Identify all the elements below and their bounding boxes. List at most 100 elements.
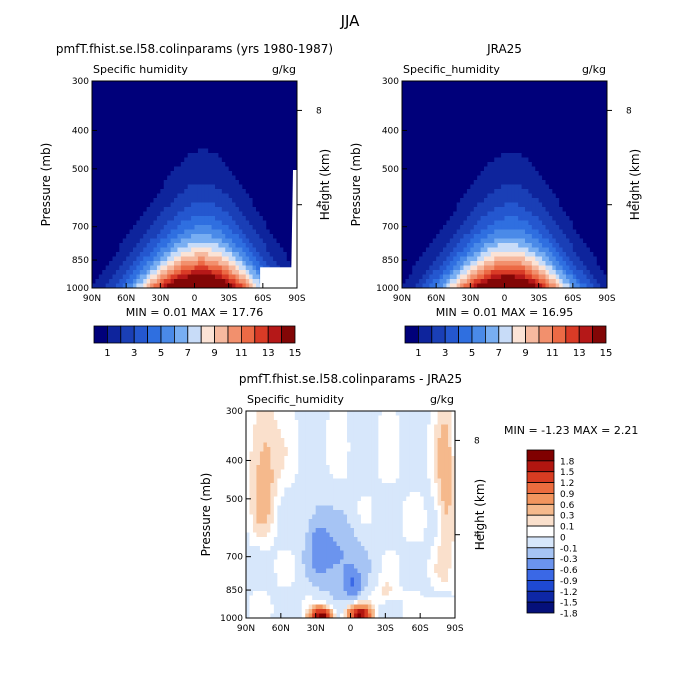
contour-cell xyxy=(576,139,581,145)
contour-cell xyxy=(249,153,254,159)
contour-cell xyxy=(552,81,557,87)
contour-cell xyxy=(269,85,274,91)
contour-cell xyxy=(160,261,165,267)
contour-cell xyxy=(412,108,417,114)
contour-cell xyxy=(143,207,148,213)
contour-cell xyxy=(286,94,291,100)
contour-cell xyxy=(293,103,297,109)
contour-cell xyxy=(583,94,588,100)
contour-cell xyxy=(514,117,519,123)
contour-cell xyxy=(197,202,202,208)
contour-cell xyxy=(201,162,206,168)
contour-cell xyxy=(129,252,134,258)
contour-cell xyxy=(194,220,199,226)
contour-cell xyxy=(593,148,598,154)
contour-cell xyxy=(204,202,209,208)
contour-cell xyxy=(576,207,581,213)
contour-cell xyxy=(249,189,254,195)
contour-cell xyxy=(484,162,489,168)
contour-cell xyxy=(511,144,516,150)
contour-cell xyxy=(266,243,271,249)
contour-cell xyxy=(129,207,134,213)
contour-cell xyxy=(184,175,189,181)
contour-cell xyxy=(497,225,502,231)
contour-cell xyxy=(194,162,199,168)
contour-cell xyxy=(225,252,230,258)
contour-cell xyxy=(163,157,168,163)
contour-cell xyxy=(259,238,264,244)
contour-cell xyxy=(470,184,475,190)
contour-cell xyxy=(405,135,410,141)
contour-cell xyxy=(422,130,427,136)
contour-cell xyxy=(204,229,209,235)
contour-cell xyxy=(249,225,254,231)
contour-cell xyxy=(429,234,434,240)
contour-cell xyxy=(504,148,509,154)
contour-cell xyxy=(487,117,492,123)
contour-cell xyxy=(439,157,444,163)
contour-cell xyxy=(262,144,267,150)
contour-cell xyxy=(566,94,571,100)
contour-cell xyxy=(583,202,588,208)
contour-cell xyxy=(521,225,526,231)
contour-cell xyxy=(538,81,543,87)
contour-cell xyxy=(211,148,216,154)
contour-cell xyxy=(126,207,131,213)
contour-cell xyxy=(269,225,274,231)
contour-cell xyxy=(215,202,220,208)
contour-cell xyxy=(266,229,271,235)
contour-cell xyxy=(95,265,100,271)
contour-cell xyxy=(429,135,434,141)
contour-cell xyxy=(201,283,206,288)
contour-cell xyxy=(160,153,165,159)
contour-cell xyxy=(521,189,526,195)
colorbar-label: 15 xyxy=(289,348,302,359)
contour-cell xyxy=(98,180,103,186)
contour-cell xyxy=(589,90,594,96)
contour-cell xyxy=(412,94,417,100)
contour-cell xyxy=(466,130,471,136)
contour-cell xyxy=(566,229,571,235)
contour-cell xyxy=(174,148,179,154)
contour-cell xyxy=(419,144,424,150)
contour-cell xyxy=(449,108,454,114)
contour-cell xyxy=(402,193,407,199)
contour-cell xyxy=(235,175,240,181)
contour-cell xyxy=(136,225,141,231)
contour-cell xyxy=(256,175,261,181)
contour-cell xyxy=(419,175,424,181)
contour-cell xyxy=(501,130,506,136)
contour-cell xyxy=(290,148,295,154)
contour-cell xyxy=(545,108,550,114)
contour-cell xyxy=(256,130,261,136)
contour-cell xyxy=(593,121,598,127)
contour-cell xyxy=(422,139,427,145)
contour-cell xyxy=(221,148,226,154)
contour-cell xyxy=(256,90,261,96)
contour-cell xyxy=(449,144,454,150)
contour-cell xyxy=(187,144,192,150)
contour-cell xyxy=(184,153,189,159)
contour-cell xyxy=(221,139,226,145)
contour-cell xyxy=(259,157,264,163)
contour-cell xyxy=(276,184,281,190)
contour-cell xyxy=(466,99,471,105)
contour-cell xyxy=(579,193,584,199)
contour-cell xyxy=(501,193,506,199)
contour-cell xyxy=(408,238,413,244)
contour-cell xyxy=(538,234,543,240)
contour-cell xyxy=(102,202,107,208)
contour-cell xyxy=(576,175,581,181)
contour-cell xyxy=(197,139,202,145)
contour-cell xyxy=(484,157,489,163)
contour-cell xyxy=(156,202,161,208)
contour-cell xyxy=(174,90,179,96)
contour-cell xyxy=(518,117,523,123)
contour-cell xyxy=(535,211,540,217)
contour-cell xyxy=(174,121,179,127)
contour-cell xyxy=(119,274,124,280)
contour-cell xyxy=(146,220,151,226)
contour-cell xyxy=(504,193,509,199)
contour-cell xyxy=(470,189,475,195)
contour-cell xyxy=(115,198,120,204)
